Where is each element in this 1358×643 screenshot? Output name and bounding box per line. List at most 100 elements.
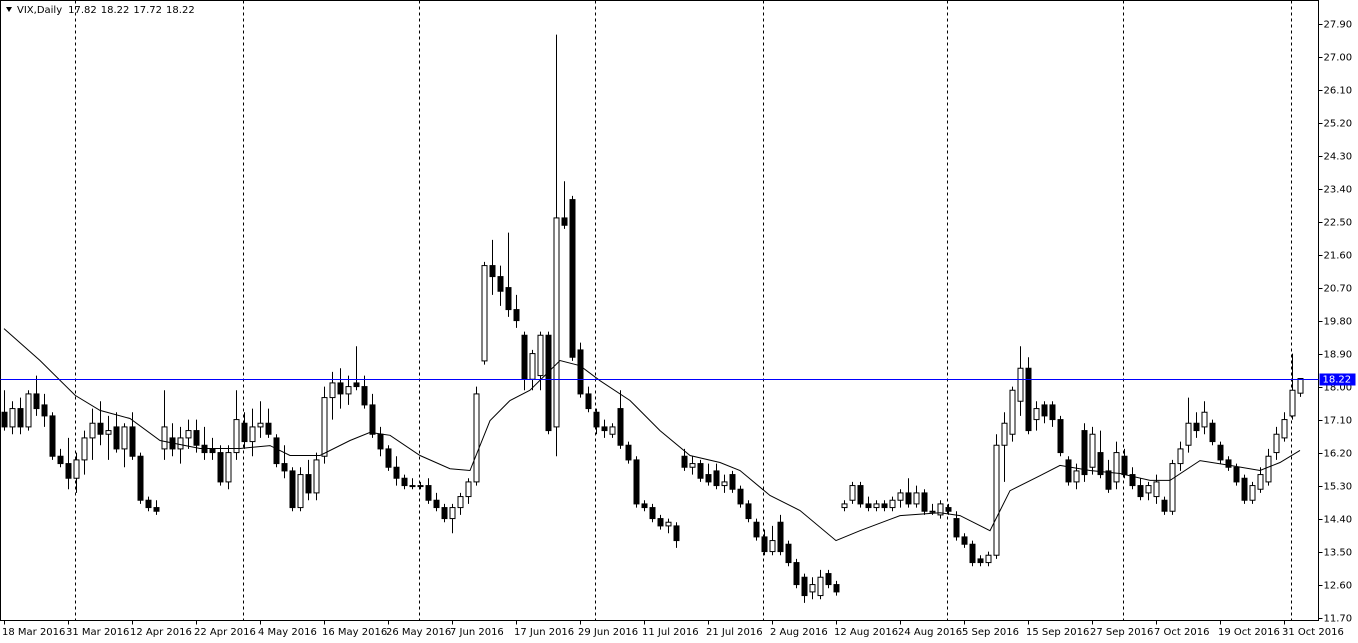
candle-body <box>1217 444 1224 461</box>
candle-body <box>457 496 464 509</box>
candle-body <box>1233 466 1240 483</box>
candle-body <box>905 492 912 505</box>
candle-body <box>969 543 976 564</box>
candle-body <box>481 265 488 362</box>
current-price-box <box>1319 373 1356 386</box>
last-close: 18.22 <box>166 5 195 16</box>
x-tick-label: 16 May 2016 <box>322 627 387 638</box>
x-tick-label: 17 Jun 2016 <box>514 627 574 638</box>
candle-body <box>25 393 32 428</box>
candle-body <box>849 485 856 501</box>
candle-body <box>193 430 200 446</box>
candle-body <box>73 459 80 479</box>
candle-body <box>225 452 232 483</box>
candle-body <box>1265 455 1272 483</box>
candle-body <box>1257 474 1264 490</box>
candle-body <box>873 503 880 509</box>
candle-body <box>417 485 424 488</box>
candle-body <box>345 386 352 395</box>
candle-body <box>977 558 984 564</box>
y-tick-label: 18.00 <box>1324 383 1353 394</box>
candle-body <box>793 562 800 586</box>
candle-body <box>817 576 824 597</box>
candle-body <box>1025 367 1032 432</box>
y-tick-label: 11.70 <box>1324 614 1353 625</box>
candle-body <box>249 426 256 443</box>
candle-body <box>1145 485 1152 494</box>
candle-body <box>1105 470 1112 490</box>
candle-body <box>289 470 296 509</box>
candle-body <box>1097 452 1104 476</box>
candle-body <box>753 521 760 538</box>
candle-body <box>641 503 648 509</box>
candle-body <box>761 536 768 553</box>
candle-body <box>449 507 456 520</box>
candle-body <box>89 422 96 439</box>
candle-body <box>713 470 720 487</box>
candle-body <box>841 503 848 509</box>
candle-body <box>273 437 280 465</box>
candle-body <box>953 518 960 538</box>
y-tick-label: 22.50 <box>1324 218 1353 229</box>
candle-body <box>513 309 520 322</box>
x-tick-label: 27 Sep 2016 <box>1090 627 1153 638</box>
candle-body <box>409 485 416 488</box>
candle-body <box>105 430 112 435</box>
candle-body <box>17 408 24 428</box>
candle-body <box>929 510 936 513</box>
candle-body <box>881 503 888 509</box>
candle-body <box>33 393 40 410</box>
x-tick-label: 5 Sep 2016 <box>962 627 1019 638</box>
symbol-title: VIX,Daily <box>17 5 62 16</box>
candle-body <box>441 507 448 520</box>
y-tick-label: 27.90 <box>1324 20 1353 31</box>
candle-body <box>1249 485 1256 501</box>
x-tick-label: 21 Jul 2016 <box>706 627 763 638</box>
candle-body <box>1137 485 1144 498</box>
candle-body <box>801 576 808 597</box>
candle-body <box>521 334 528 380</box>
candle-body <box>689 463 696 468</box>
candle-body <box>833 584 840 593</box>
x-tick-label: 12 Apr 2016 <box>130 627 192 638</box>
candle-body <box>665 521 672 527</box>
candle-body <box>465 481 472 498</box>
candle-body <box>657 518 664 527</box>
candle-body <box>353 382 360 388</box>
x-tick-label: 22 Apr 2016 <box>194 627 256 638</box>
candle-body <box>217 452 224 483</box>
x-tick-label: 2 Aug 2016 <box>770 627 828 638</box>
candle-body <box>209 448 216 454</box>
candle-body <box>185 430 192 439</box>
candle-body <box>257 422 264 428</box>
candle-body <box>1129 474 1136 487</box>
candle-body <box>913 492 920 505</box>
candle-body <box>137 455 144 501</box>
candle-body <box>281 463 288 472</box>
candle-body <box>1169 463 1176 512</box>
candle-body <box>377 433 384 450</box>
candle-body <box>393 466 400 479</box>
last-open: 17.82 <box>68 5 97 16</box>
candle-body <box>1065 459 1072 483</box>
candle-body <box>1209 422 1216 443</box>
candle-body <box>1089 433 1096 468</box>
candle-body <box>553 217 560 428</box>
x-tick-label: 11 Jul 2016 <box>642 627 699 638</box>
candle-body <box>361 386 368 406</box>
candle-body <box>49 415 56 457</box>
candle-body <box>745 503 752 520</box>
candle-body <box>721 481 728 487</box>
y-tick-label: 15.30 <box>1324 482 1353 493</box>
plot-frame <box>0 0 1319 621</box>
x-tick-label: 26 May 2016 <box>386 627 451 638</box>
candle-body <box>65 463 72 479</box>
candle-body <box>961 536 968 545</box>
candle-body <box>41 404 48 417</box>
x-tick-label: 19 Oct 2016 <box>1218 627 1280 638</box>
candle-body <box>529 353 536 380</box>
candle-body <box>737 488 744 505</box>
x-tick-label: 31 Oct 2016 <box>1282 627 1344 638</box>
x-tick-label: 12 Aug 2016 <box>834 627 898 638</box>
